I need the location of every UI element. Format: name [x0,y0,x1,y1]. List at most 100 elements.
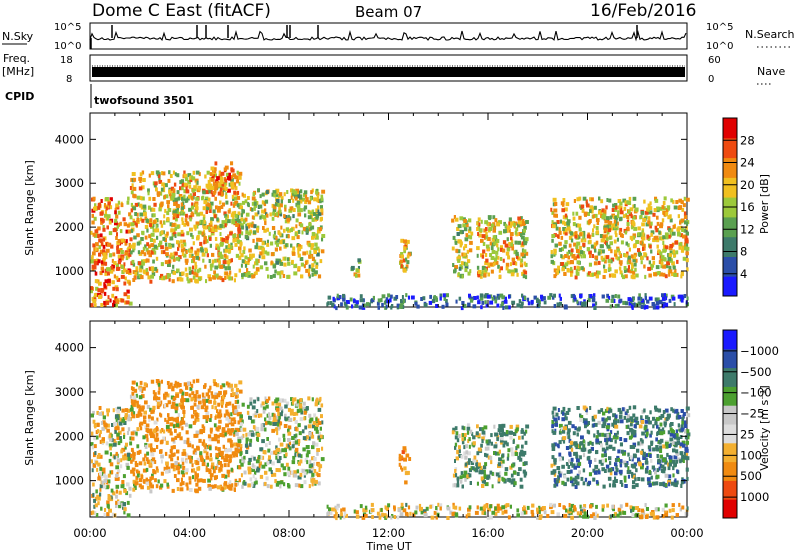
echo-cell [513,481,517,486]
echo-cell [112,228,116,233]
echo-cell [145,258,150,263]
echo-cell [256,227,259,232]
echo-cell [195,412,198,417]
echo-cell [123,435,126,439]
echo-cell [580,204,585,209]
echo-cell [104,450,109,455]
echo-cell [499,293,504,298]
echo-cell [213,173,217,178]
echo-cell [311,272,314,277]
echo-cell [683,424,688,428]
echo-cell [686,476,689,481]
echo-cell [297,246,301,251]
echo-cell [499,471,502,476]
echo-cell [176,240,180,245]
echo-cell [218,390,222,395]
echo-cell [212,484,215,489]
echo-cell [580,254,583,259]
echo-cell [467,271,471,276]
echo-cell [132,455,136,460]
echo-cell [100,211,104,216]
echo-cell [487,272,490,277]
echo-cell [669,229,672,234]
echo-cell [568,459,571,464]
echo-cell [310,214,313,219]
echo-cell [135,393,138,398]
echo-cell [253,224,257,229]
echo-cell [487,237,491,241]
echo-cell [109,452,112,457]
echo-cell [275,260,279,265]
echo-cell [204,445,207,450]
echo-cell [132,472,136,477]
echo-cell [224,453,229,458]
echo-cell [317,431,321,436]
echo-cell [570,479,574,484]
echo-cell [271,226,276,230]
echo-cell [132,206,137,211]
echo-cell [490,433,493,438]
echo-cell [202,214,206,219]
echo-cell [166,381,170,385]
echo-cell [502,248,506,253]
echo-cell [107,423,110,428]
echo-cell [182,239,186,244]
echo-cell [309,226,313,231]
echo-cell [214,392,218,397]
echo-cell [128,301,133,306]
echo-cell [550,463,554,468]
echo-cell [299,199,303,204]
echo-cell [296,399,299,404]
echo-cell [131,172,136,176]
echo-cell [592,214,595,219]
echo-cell [311,268,316,273]
echo-cell [641,409,645,414]
echo-cell [459,475,463,480]
echo-cell [160,230,164,235]
echo-cell [291,470,294,475]
echo-cell [162,171,166,176]
echo-cell [677,214,680,219]
echo-cell [255,242,259,247]
echo-cell [619,298,623,303]
echo-cell [649,224,652,229]
echo-cell [578,196,582,201]
echo-cell [209,186,213,190]
cpid-value: twofsound 3501 [94,94,194,107]
echo-cell [223,253,227,258]
echo-cell [511,246,515,251]
echo-cell [556,220,560,224]
echo-cell [189,386,193,391]
echo-cell [235,223,239,227]
echo-cell [485,439,489,444]
echo-cell [170,196,175,200]
echo-cell [116,232,118,237]
echo-cell [229,480,232,485]
echo-cell [550,250,553,254]
echo-cell [183,170,186,175]
echo-cell [225,409,229,414]
echo-cell [398,457,402,462]
date-title: 16/Feb/2016 [590,1,696,21]
echo-cell [496,303,500,308]
echo-cell [97,259,101,264]
echo-cell [150,430,153,435]
echo-cell [659,449,663,453]
echo-cell [632,235,636,240]
echo-cell [506,456,510,461]
echo-cell [192,420,196,425]
echo-cell [131,183,134,188]
echo-cell [507,305,511,310]
echo-cell [267,274,270,279]
echo-cell [234,175,238,180]
echo-cell [97,501,100,506]
echo-cell [212,379,216,384]
echo-cell [224,178,228,183]
echo-cell [481,430,486,435]
echo-cell [246,271,251,275]
echo-cell [497,477,501,482]
echo-cell [562,198,566,202]
echo-cell [557,265,560,270]
echo-cell [523,261,526,266]
echo-cell [229,383,233,388]
